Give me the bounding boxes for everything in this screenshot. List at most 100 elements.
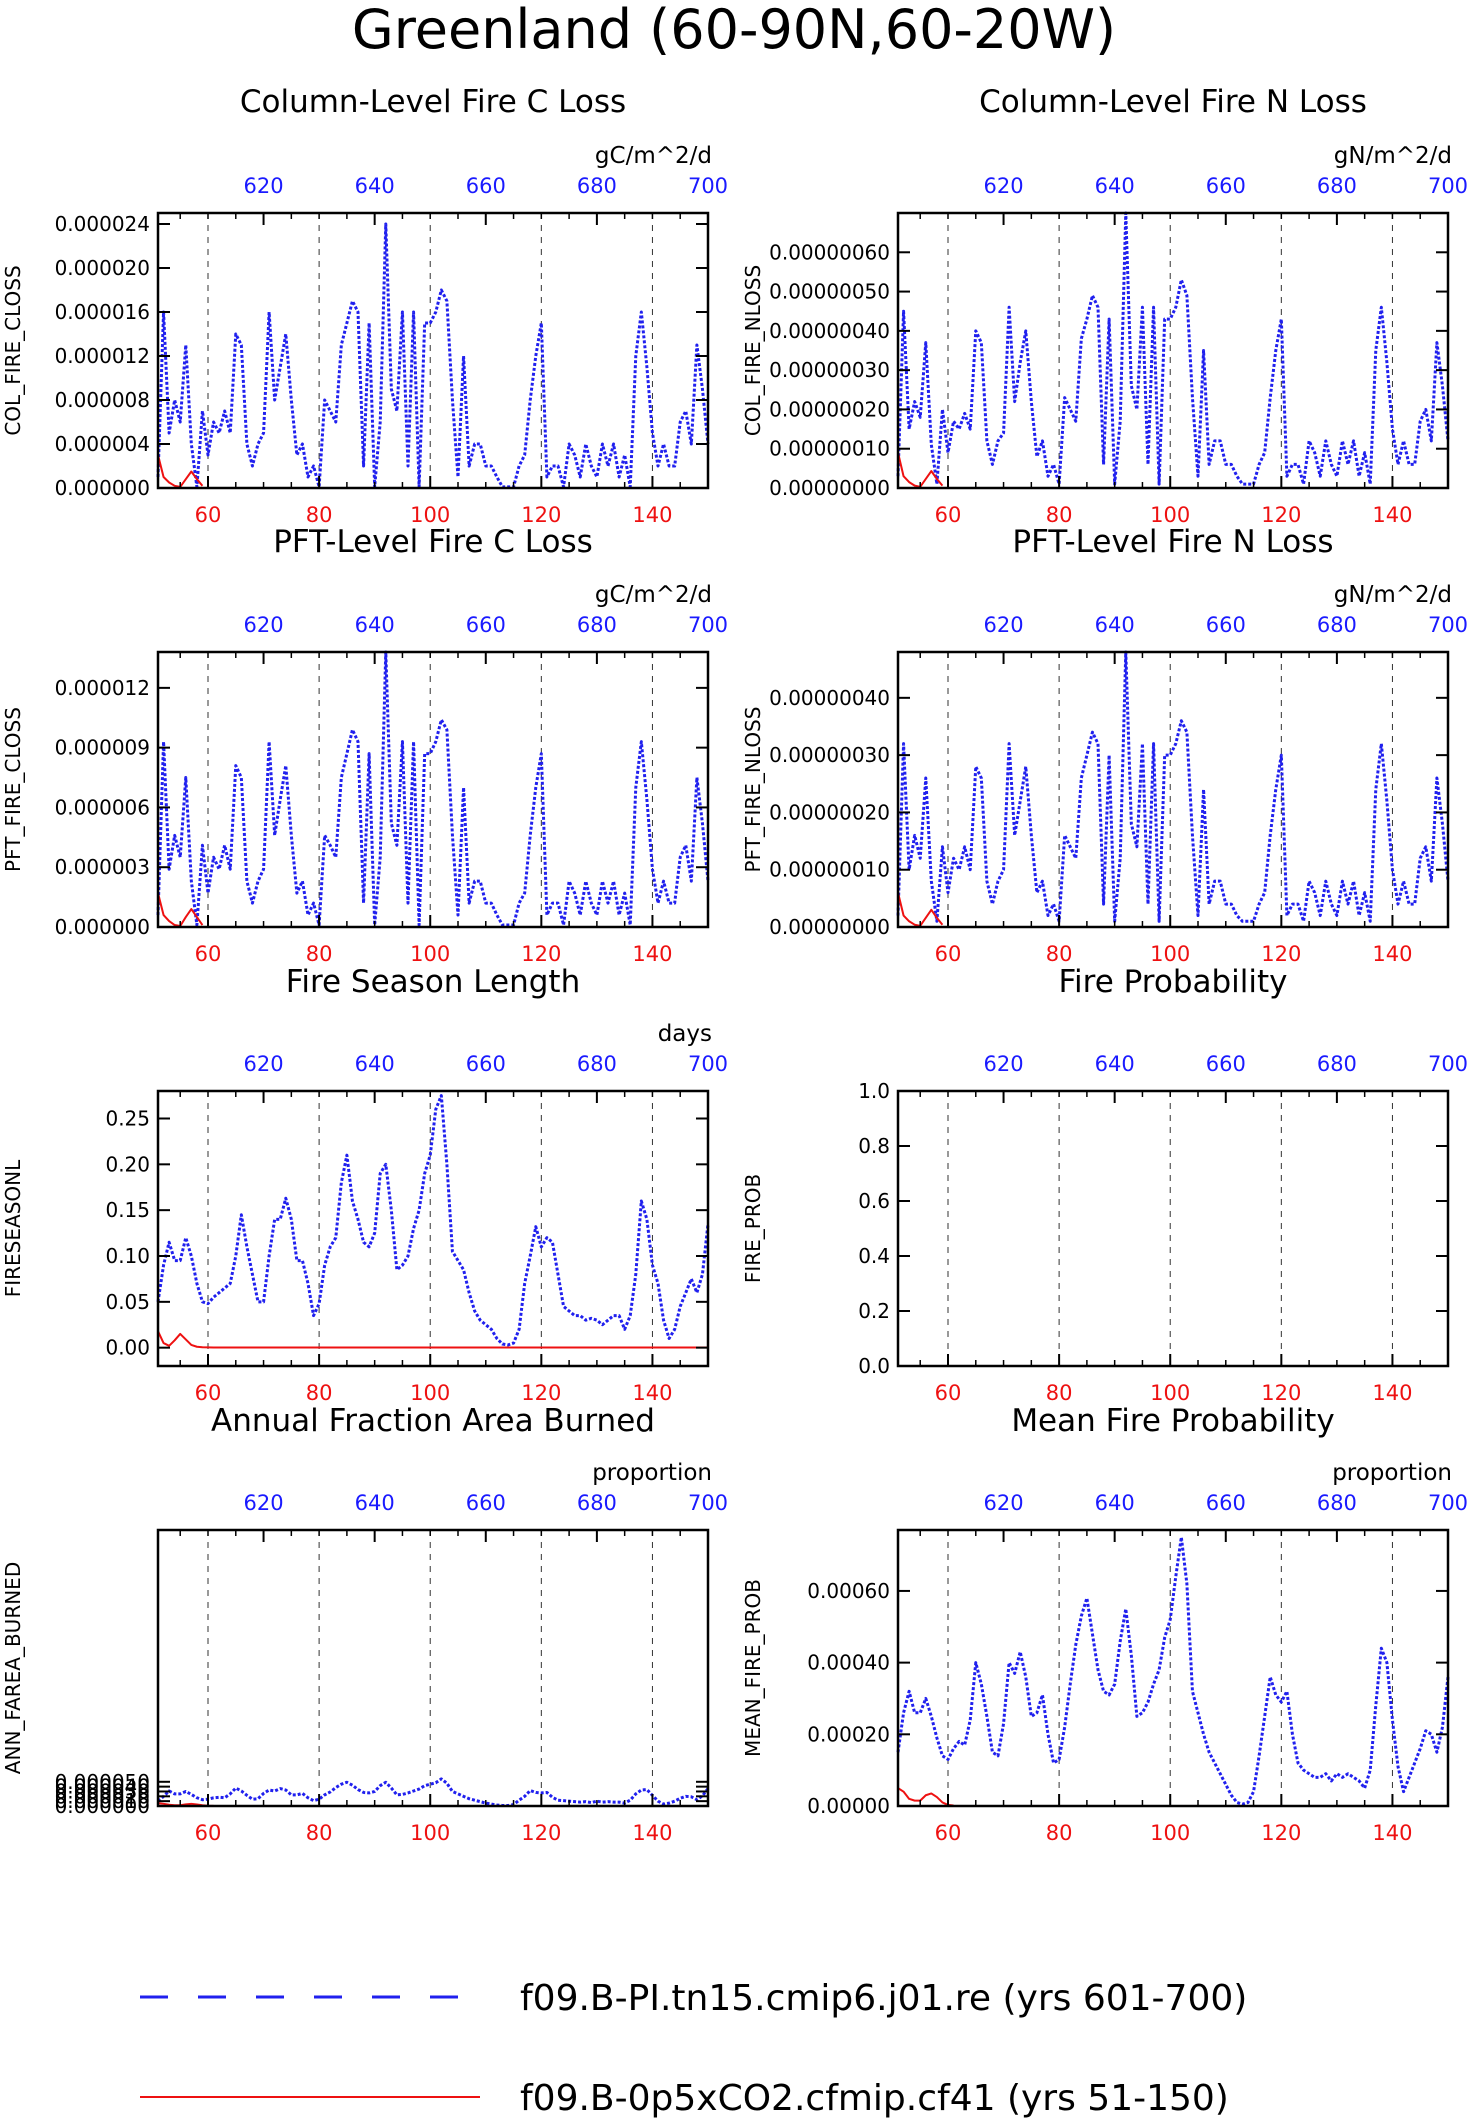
plot-frame — [156, 1528, 710, 1808]
xtick-label-bottom: 60 — [195, 942, 222, 966]
xtick-label-bottom: 60 — [195, 1821, 222, 1845]
xtick-label-top: 640 — [355, 613, 395, 637]
xtick-label-top: 640 — [355, 1491, 395, 1515]
xtick-label-bottom: 100 — [1150, 1381, 1190, 1405]
xtick-label-top: 640 — [355, 1052, 395, 1076]
xtick-label-bottom: 100 — [410, 1821, 450, 1845]
ytick-label: 0.000016 — [55, 300, 150, 324]
xtick-label-top: 700 — [688, 613, 728, 637]
xtick-label-bottom: 60 — [935, 1821, 962, 1845]
xtick-label-bottom: 120 — [1261, 942, 1301, 966]
xtick-label-bottom: 140 — [632, 942, 672, 966]
xtick-label-top: 660 — [466, 1052, 506, 1076]
xtick-label-top: 680 — [1317, 613, 1357, 637]
xtick-label-top: 680 — [1317, 1052, 1357, 1076]
units-label: gC/m^2/d — [595, 143, 712, 169]
legend-label-co2: f09.B-0p5xCO2.cfmip.cf41 (yrs 51-150) — [520, 2078, 1229, 2119]
xtick-label-top: 680 — [577, 174, 617, 198]
xtick-label-top: 700 — [1428, 174, 1468, 198]
ytick-label: 0.000003 — [55, 855, 150, 879]
ytick-label: 0.000000 — [55, 915, 150, 939]
ytick-label: 0.000020 — [55, 1784, 150, 1808]
y-axis-label: MEAN_FIRE_PROB — [741, 1579, 765, 1757]
ytick-label: 0.4 — [858, 1244, 890, 1268]
ytick-label: 0.00000040 — [769, 319, 890, 343]
ytick-label: 0.00000030 — [769, 358, 890, 382]
panel-title: Column-Level Fire N Loss — [979, 84, 1367, 120]
units-label: gN/m^2/d — [1334, 582, 1452, 608]
xtick-label-top: 640 — [1095, 613, 1135, 637]
xtick-label-bottom: 60 — [935, 503, 962, 527]
xtick-label-top: 680 — [577, 1491, 617, 1515]
xtick-label-top: 660 — [1206, 1491, 1246, 1515]
xtick-label-top: 660 — [466, 174, 506, 198]
xtick-label-bottom: 140 — [632, 503, 672, 527]
xtick-label-bottom: 120 — [521, 942, 561, 966]
ytick-label: 0.00000020 — [769, 397, 890, 421]
xtick-label-top: 640 — [1095, 174, 1135, 198]
ytick-label: 0.00020 — [807, 1722, 890, 1746]
panels-container: Column-Level Fire C Loss gC/m^2/d 60 80 100 1… — [1, 84, 1468, 1845]
xtick-label-bottom: 80 — [306, 1821, 333, 1845]
ytick-label: 0.00000020 — [769, 800, 890, 824]
xtick-label-top: 620 — [244, 1052, 284, 1076]
xtick-label-top: 620 — [244, 613, 284, 637]
xtick-label-top: 660 — [1206, 1052, 1246, 1076]
ytick-label: 0.0 — [858, 1354, 890, 1378]
xtick-label-bottom: 60 — [935, 942, 962, 966]
chart-panel-0: Column-Level Fire C Loss gC/m^2/d 60 80 100 1… — [1, 84, 728, 527]
units-label: gC/m^2/d — [595, 582, 712, 608]
xtick-label-top: 620 — [984, 1491, 1024, 1515]
panel-title: Fire Probability — [1058, 964, 1287, 1000]
xtick-label-bottom: 140 — [1372, 1381, 1412, 1405]
xtick-label-top: 620 — [984, 174, 1024, 198]
ytick-label: 0.00000010 — [769, 858, 890, 882]
xtick-label-bottom: 80 — [1046, 503, 1073, 527]
ytick-label: 0.00000060 — [769, 240, 890, 264]
ytick-label: 0.00000040 — [769, 686, 890, 710]
plot-frame — [896, 211, 1450, 490]
xtick-label-top: 640 — [1095, 1491, 1135, 1515]
xtick-label-bottom: 140 — [632, 1821, 672, 1845]
xtick-label-top: 700 — [1428, 613, 1468, 637]
ytick-label: 0.000012 — [55, 344, 150, 368]
xtick-label-bottom: 100 — [1150, 503, 1190, 527]
units-label: proportion — [1332, 1460, 1452, 1486]
xtick-label-bottom: 80 — [1046, 1821, 1073, 1845]
series-line-pi — [156, 1094, 710, 1347]
xtick-label-bottom: 120 — [1261, 1821, 1301, 1845]
chart-panel-4: Fire Season Length days 60 80 100 120 140 620 64… — [1, 964, 728, 1405]
ytick-label: 0.000010 — [55, 1789, 150, 1813]
series-line-pi — [896, 211, 1450, 486]
y-axis-label: PFT_FIRE_NLOSS — [741, 707, 765, 873]
legend: f09.B-PI.tn15.cmip6.j01.re (yrs 601-700)… — [140, 1978, 1247, 2119]
ytick-label: 0.00060 — [807, 1579, 890, 1603]
xtick-label-bottom: 120 — [521, 1381, 561, 1405]
series-line-co2 — [157, 1330, 708, 1349]
ytick-label: 1.0 — [858, 1079, 890, 1103]
ytick-label: 0.00000010 — [769, 437, 890, 461]
ytick-label: 0.6 — [858, 1189, 890, 1213]
units-label: days — [658, 1021, 712, 1047]
ytick-label: 0.10 — [105, 1244, 150, 1268]
series-line-pi — [157, 1777, 710, 1808]
ytick-label: 0.2 — [858, 1299, 890, 1323]
ytick-label: 0.00000030 — [769, 743, 890, 767]
xtick-label-bottom: 80 — [306, 942, 333, 966]
ytick-label: 0.000008 — [55, 388, 150, 412]
chart-panel-7: Mean Fire Probability proportion 60 80 100 12… — [741, 1403, 1468, 1845]
chart-panel-5: Fire Probability 60 80 100 120 140 620 640 660 68… — [741, 964, 1468, 1405]
y-axis-label: FIRESEASONL — [1, 1159, 25, 1297]
y-axis-label: COL_FIRE_CLOSS — [1, 265, 25, 435]
xtick-label-bottom: 80 — [306, 1381, 333, 1405]
plot-frame — [896, 1528, 1450, 1808]
ytick-label: 0.00000000 — [769, 915, 890, 939]
xtick-label-bottom: 120 — [1261, 503, 1301, 527]
ytick-label: 0.000004 — [55, 432, 150, 456]
xtick-label-bottom: 100 — [1150, 942, 1190, 966]
xtick-label-bottom: 120 — [521, 503, 561, 527]
panel-title: PFT-Level Fire C Loss — [273, 524, 593, 560]
xtick-label-top: 620 — [984, 1052, 1024, 1076]
